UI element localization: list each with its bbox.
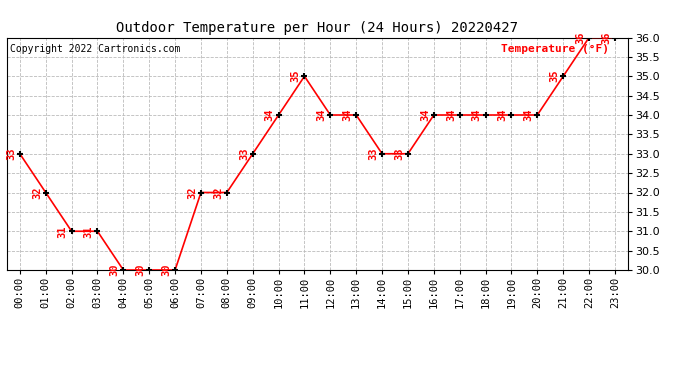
Text: Temperature (°F): Temperature (°F) [501,45,609,54]
Text: 33: 33 [6,147,16,160]
Text: 35: 35 [290,70,301,82]
Text: 30: 30 [161,264,171,276]
Text: 30: 30 [135,264,146,276]
Text: 33: 33 [368,147,378,160]
Text: 36: 36 [601,31,611,44]
Text: 34: 34 [497,109,508,121]
Text: 32: 32 [187,186,197,199]
Text: 34: 34 [317,109,326,121]
Text: 36: 36 [575,31,585,44]
Text: 30: 30 [110,264,119,276]
Text: 31: 31 [83,225,94,237]
Text: 33: 33 [239,147,249,160]
Text: 34: 34 [420,109,430,121]
Text: 33: 33 [394,147,404,160]
Title: Outdoor Temperature per Hour (24 Hours) 20220427: Outdoor Temperature per Hour (24 Hours) … [117,21,518,35]
Text: Copyright 2022 Cartronics.com: Copyright 2022 Cartronics.com [10,45,180,54]
Text: 34: 34 [446,109,456,121]
Text: 35: 35 [549,70,560,82]
Text: 34: 34 [265,109,275,121]
Text: 32: 32 [32,186,42,199]
Text: 32: 32 [213,186,223,199]
Text: 34: 34 [472,109,482,121]
Text: 34: 34 [524,109,533,121]
Text: 31: 31 [58,225,68,237]
Text: 34: 34 [342,109,353,121]
